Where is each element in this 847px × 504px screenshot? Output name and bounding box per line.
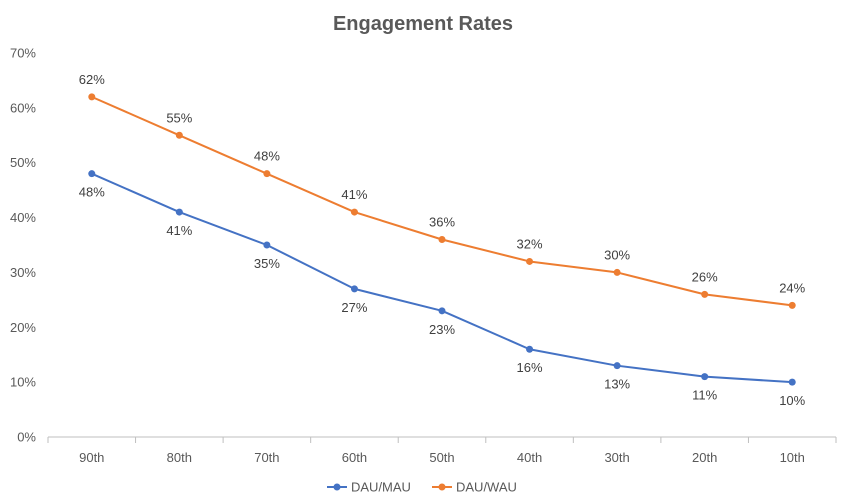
data-label: 23% <box>429 322 455 337</box>
x-tick-label: 20th <box>692 450 717 465</box>
legend-item: DAU/WAU <box>432 480 517 495</box>
data-point <box>613 268 621 276</box>
series-dau-wau: 62% 55% 48% 41% 36% 32% 30% 26% 24% <box>79 72 806 309</box>
x-tick-label: 30th <box>604 450 629 465</box>
y-tick-label: 40% <box>10 210 36 225</box>
data-label: 35% <box>254 256 280 271</box>
legend: DAU/MAU DAU/WAU <box>327 480 517 495</box>
data-label: 55% <box>166 110 192 125</box>
data-label: 48% <box>79 185 105 200</box>
y-tick-label: 50% <box>10 155 36 170</box>
data-point <box>438 307 446 315</box>
data-label: 36% <box>429 215 455 230</box>
data-label: 16% <box>517 360 543 375</box>
y-axis: 0% 10% 20% 30% 40% 50% 60% 70% <box>10 46 36 445</box>
data-point <box>350 208 358 216</box>
data-point <box>175 131 183 139</box>
series-dau-mau: 48% 41% 35% 27% 23% 16% 13% 11% 10% <box>79 170 806 408</box>
y-tick-label: 30% <box>10 265 36 280</box>
x-tick-label: 60th <box>342 450 367 465</box>
x-tick-label: 90th <box>79 450 104 465</box>
data-label: 11% <box>692 388 717 403</box>
y-tick-label: 60% <box>10 100 36 115</box>
legend-label: DAU/MAU <box>351 480 411 495</box>
data-point <box>438 236 446 244</box>
data-label: 13% <box>604 377 630 392</box>
x-tick-label: 10th <box>780 450 805 465</box>
data-point <box>263 241 271 249</box>
data-point <box>350 285 358 293</box>
data-label: 41% <box>166 223 192 238</box>
x-axis: 90th 80th 70th 60th 50th 40th 30th 20th 10th <box>47 436 837 465</box>
plot-area: 48% 41% 35% 27% 23% 16% 13% 11% 10% 62% 55% 48% 41% 3… <box>79 72 806 408</box>
x-tick-label: 70th <box>254 450 279 465</box>
y-tick-label: 20% <box>10 320 36 335</box>
data-point <box>88 93 96 101</box>
data-point <box>613 362 621 370</box>
data-label: 41% <box>341 187 367 202</box>
series-line <box>90 172 794 384</box>
chart-title: Engagement Rates <box>333 13 513 35</box>
data-point <box>701 290 709 298</box>
data-label: 62% <box>79 72 105 87</box>
data-label: 27% <box>341 300 367 315</box>
data-point <box>263 170 271 178</box>
data-label: 24% <box>779 280 805 295</box>
data-label: 32% <box>517 236 543 251</box>
data-point <box>526 257 534 265</box>
data-point <box>88 170 96 178</box>
data-point <box>701 373 709 381</box>
legend-marker <box>333 483 341 491</box>
y-tick-label: 70% <box>10 46 36 61</box>
legend-label: DAU/WAU <box>456 480 517 495</box>
x-tick-label: 80th <box>167 450 192 465</box>
series-line <box>90 95 794 307</box>
legend-item: DAU/MAU <box>327 480 411 495</box>
legend-marker <box>438 483 446 491</box>
data-label: 10% <box>779 393 805 408</box>
data-label: 26% <box>692 269 718 284</box>
data-label: 30% <box>604 247 630 262</box>
data-point <box>788 378 796 386</box>
data-point <box>788 301 796 309</box>
y-tick-label: 0% <box>17 430 36 445</box>
x-tick-label: 40th <box>517 450 542 465</box>
data-point <box>175 208 183 216</box>
data-point <box>526 345 534 353</box>
y-tick-label: 10% <box>10 375 36 390</box>
data-label: 48% <box>254 149 280 164</box>
x-tick-label: 50th <box>429 450 454 465</box>
